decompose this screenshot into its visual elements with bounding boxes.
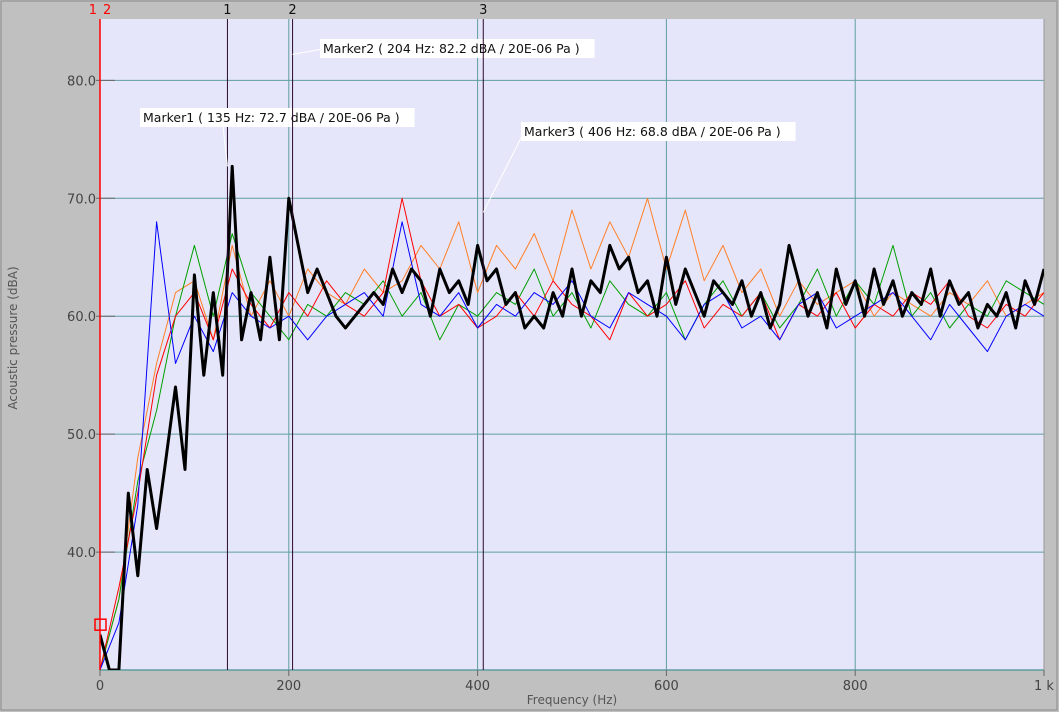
marker-label-1: Marker1 ( 135 Hz: 72.7 dBA / 20E-06 Pa ) [143,110,400,125]
axis-ticks: 0 200 400 600 800 1 k 40.0 50.0 60.0 70.0 80.0 [67,74,1054,694]
x-tick-label: 1 k [1034,679,1054,694]
marker-number-3[interactable]: 3 [479,3,487,18]
marker-leader [482,131,525,213]
x-tick-label: 400 [465,679,490,694]
x-tick-label: 200 [276,679,301,694]
x-axis-label: Frequency (Hz) [527,693,618,707]
y-tick-label: 80.0 [67,74,96,89]
x-tick-label: 0 [96,679,104,694]
x-tick-label: 800 [843,679,868,694]
y-tick-label: 60.0 [67,310,96,325]
marker-label-2: Marker2 ( 204 Hz: 82.2 dBA / 20E-06 Pa ) [323,41,580,56]
y-tick-label: 70.0 [67,192,96,207]
marker-label-3: Marker3 ( 406 Hz: 68.8 dBA / 20E-06 Pa ) [524,124,781,139]
marker-label-box [140,108,415,127]
marker-leader [222,125,228,167]
marker-label-box [320,39,595,58]
series-line-2 [100,197,1044,670]
series-line-1 [100,233,1044,670]
x-tick-label: 600 [654,679,679,694]
marker-label-box [521,122,796,141]
marker-leader [292,48,324,55]
marker-number-2[interactable]: 2 [288,3,296,18]
series-group [100,164,1044,670]
series-line-4 [100,164,1044,670]
grid [100,19,1045,671]
y-tick-label: 40.0 [67,546,96,561]
cursor-label[interactable]: 2 [103,3,111,18]
y-tick-label: 50.0 [67,428,96,443]
cursor-label[interactable]: 1 [89,3,97,18]
marker-number-1[interactable]: 1 [223,3,231,18]
cursor-handle[interactable] [94,618,107,631]
y-axis-label: Acoustic pressure (dBA) [6,266,20,409]
